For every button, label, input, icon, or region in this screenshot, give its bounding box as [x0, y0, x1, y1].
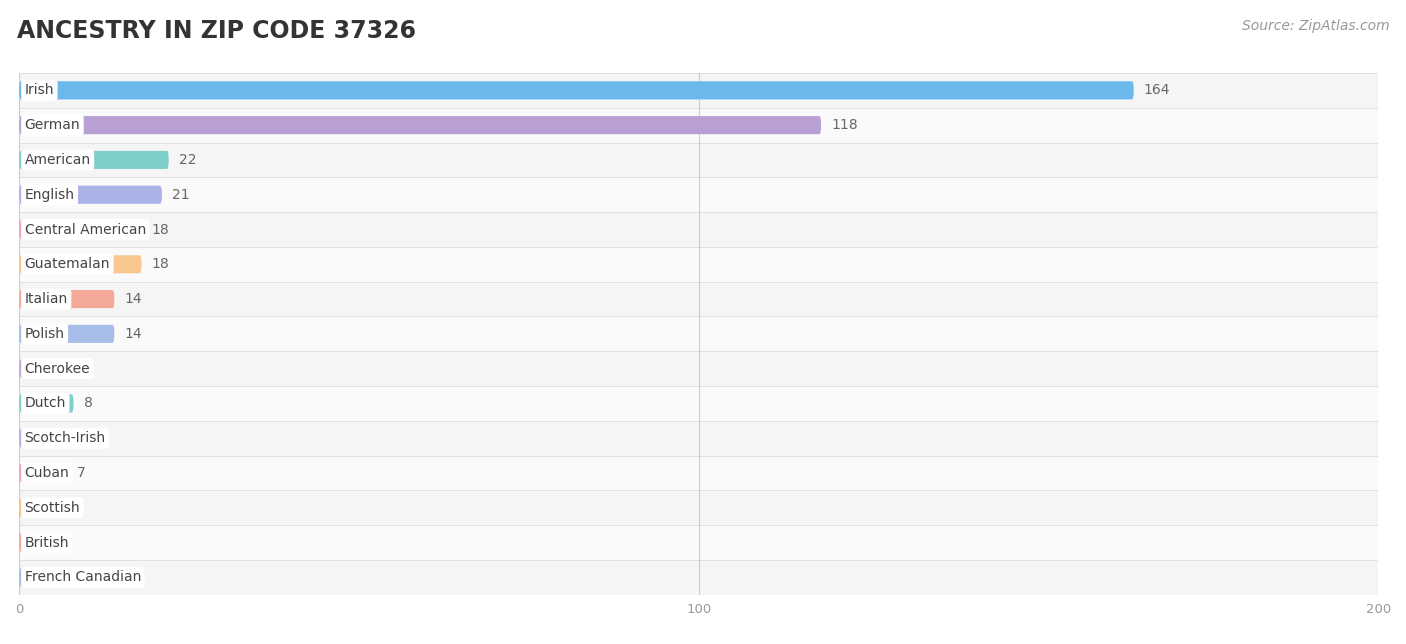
Text: Dutch: Dutch [25, 397, 66, 410]
Text: Source: ZipAtlas.com: Source: ZipAtlas.com [1241, 19, 1389, 33]
Text: Italian: Italian [25, 292, 67, 306]
Bar [20, 526, 1378, 560]
Text: 8: 8 [84, 362, 93, 375]
FancyBboxPatch shape [20, 220, 142, 238]
Text: 6: 6 [70, 501, 79, 515]
Text: Irish: Irish [25, 83, 53, 97]
Text: Scottish: Scottish [25, 501, 80, 515]
FancyBboxPatch shape [20, 185, 162, 204]
FancyBboxPatch shape [20, 325, 114, 343]
Text: English: English [25, 187, 75, 202]
FancyBboxPatch shape [20, 81, 1133, 99]
FancyBboxPatch shape [20, 569, 53, 587]
Text: British: British [25, 536, 69, 549]
FancyBboxPatch shape [20, 534, 53, 552]
Bar [20, 73, 1378, 108]
Text: 7: 7 [77, 466, 86, 480]
Bar [20, 421, 1378, 456]
Bar [20, 108, 1378, 142]
Text: 18: 18 [152, 258, 170, 271]
Text: 5: 5 [63, 571, 72, 584]
FancyBboxPatch shape [20, 464, 66, 482]
Bar [20, 560, 1378, 595]
Bar [20, 212, 1378, 247]
Bar [20, 142, 1378, 177]
Text: 5: 5 [63, 536, 72, 549]
Text: 14: 14 [125, 292, 142, 306]
FancyBboxPatch shape [20, 151, 169, 169]
Text: American: American [25, 153, 91, 167]
Text: 118: 118 [831, 118, 858, 132]
FancyBboxPatch shape [20, 290, 114, 308]
FancyBboxPatch shape [20, 394, 73, 413]
Text: 164: 164 [1144, 83, 1170, 97]
FancyBboxPatch shape [20, 255, 142, 273]
Bar [20, 247, 1378, 281]
Text: Cuban: Cuban [25, 466, 69, 480]
Text: Polish: Polish [25, 327, 65, 341]
Bar [20, 456, 1378, 491]
FancyBboxPatch shape [20, 359, 73, 378]
Text: Cherokee: Cherokee [25, 362, 90, 375]
Bar [20, 281, 1378, 316]
Text: Central American: Central American [25, 223, 146, 236]
Text: 21: 21 [172, 187, 190, 202]
Text: German: German [25, 118, 80, 132]
Bar [20, 491, 1378, 526]
Text: 22: 22 [179, 153, 197, 167]
FancyBboxPatch shape [20, 116, 821, 134]
Bar [20, 386, 1378, 421]
Bar [20, 351, 1378, 386]
Bar [20, 316, 1378, 351]
Text: French Canadian: French Canadian [25, 571, 141, 584]
FancyBboxPatch shape [20, 429, 73, 448]
Text: 18: 18 [152, 223, 170, 236]
Text: Scotch-Irish: Scotch-Irish [25, 431, 105, 445]
Text: 8: 8 [84, 431, 93, 445]
Text: Guatemalan: Guatemalan [25, 258, 110, 271]
FancyBboxPatch shape [20, 498, 60, 517]
Bar [20, 177, 1378, 212]
Text: 14: 14 [125, 327, 142, 341]
Text: ANCESTRY IN ZIP CODE 37326: ANCESTRY IN ZIP CODE 37326 [17, 19, 416, 43]
Text: 8: 8 [84, 397, 93, 410]
